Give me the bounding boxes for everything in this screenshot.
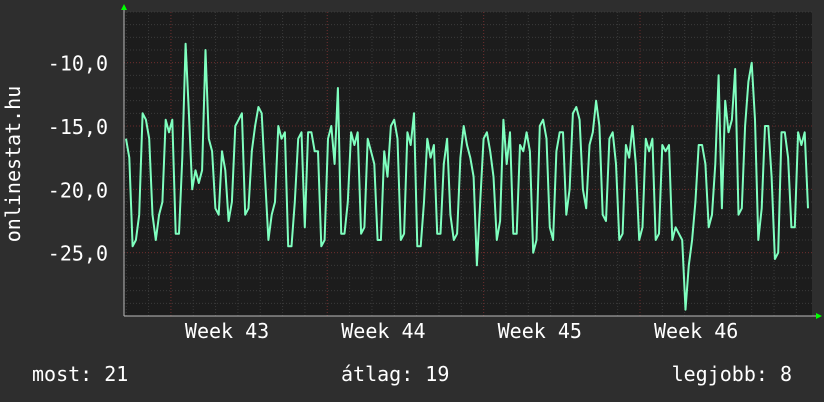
axes [121,4,822,319]
y-tick-label: -20,0 [48,178,108,202]
x-tick-label: Week 44 [341,319,425,343]
x-tick-label: Week 43 [185,319,269,343]
stats-bar: most: 21 átlag: 19 legjobb: 8 [0,362,824,390]
x-tick-label: Week 45 [498,319,582,343]
x-tick-label: Week 46 [654,319,738,343]
grid [124,11,812,317]
chart: -10,0 -15,0 -20,0 -25,0 Week 43 Week 44 Week 4… [1,4,822,343]
plot-area [124,12,812,316]
series-layer [125,42,809,311]
stat-current: most: 21 [32,362,129,386]
y-axis-label: onlinestat.hu [1,86,25,243]
series-line-0 [125,42,809,311]
y-tick-label: -15,0 [48,115,108,139]
y-tick-label: -10,0 [48,52,108,76]
y-axis-arrow [121,4,127,10]
x-axis-arrow [816,313,822,319]
tick-labels: -10,0 -15,0 -20,0 -25,0 Week 43 Week 44 Week 4… [48,52,739,343]
y-tick-label: -25,0 [48,242,108,266]
stat-best: legjobb: 8 [671,362,792,386]
stat-average: átlag: 19 [341,362,450,386]
